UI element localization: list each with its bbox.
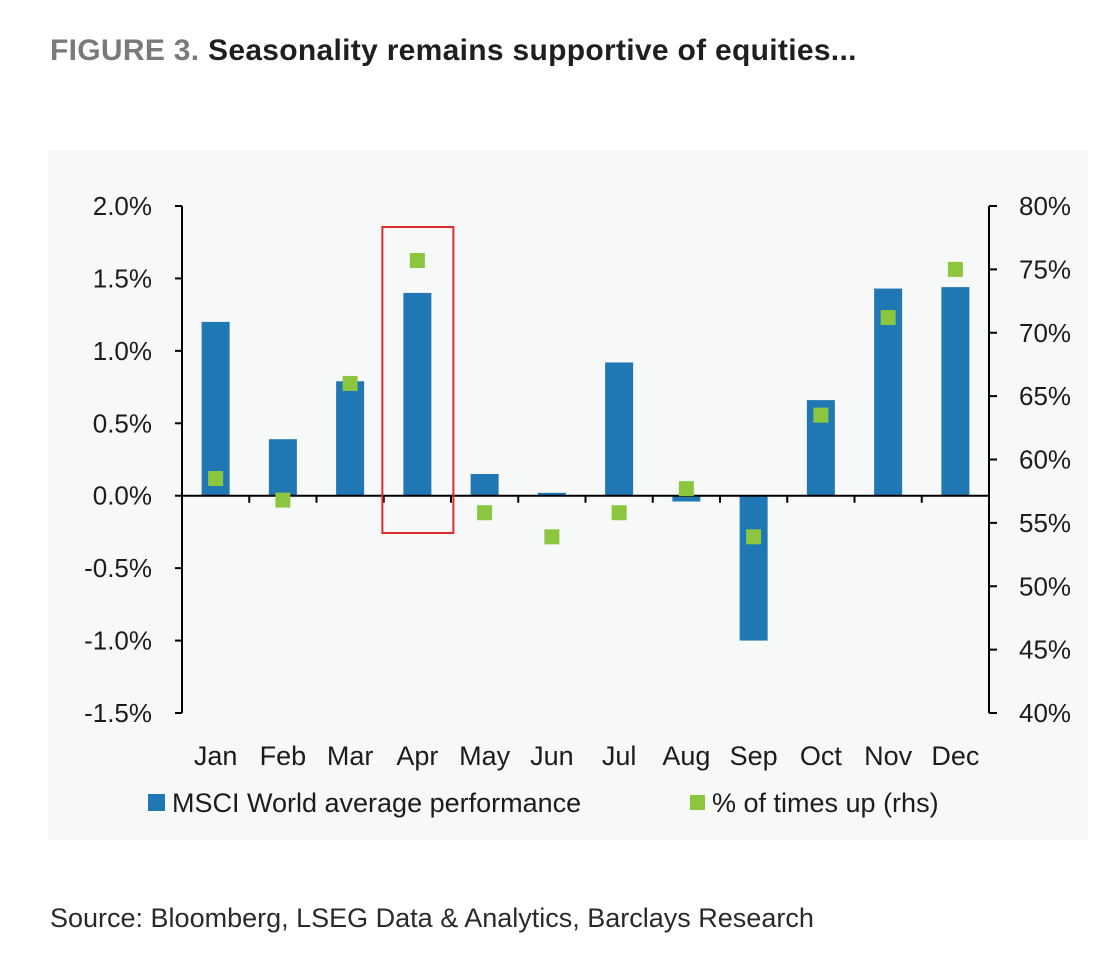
legend-swatch-marker [690, 795, 705, 810]
category-label: Mar [327, 741, 374, 771]
marker-jan [208, 471, 224, 487]
bar-aug [672, 495, 701, 502]
legend-label-bar: MSCI World average performance [172, 788, 581, 818]
marker-aug [678, 481, 694, 497]
marker-jun [544, 529, 560, 545]
figure-label: FIGURE 3. [50, 34, 200, 67]
legend-swatch-bar [148, 794, 165, 811]
right-tick-label: 70% [1019, 318, 1071, 348]
left-tick-label: -1.0% [84, 626, 152, 656]
right-tick-label: 55% [1019, 508, 1071, 538]
marker-may [477, 505, 493, 521]
marker-jul [611, 505, 627, 521]
category-label: Oct [800, 741, 843, 771]
marker-apr [409, 253, 425, 269]
left-tick-label: -0.5% [84, 553, 152, 583]
right-tick-label: 65% [1019, 381, 1071, 411]
bar-sep [739, 495, 768, 641]
highlight-box-apr [381, 226, 455, 534]
category-label: Nov [864, 741, 913, 771]
category-label: Jan [194, 741, 238, 771]
bar-dec [941, 287, 970, 496]
marker-dec [947, 261, 963, 277]
left-tick-label: -1.5% [84, 698, 152, 728]
chart-svg: 2.0% 1.5% 1.0% 0.5% 0.0% -0.5% -1.0% -1.5% 80% 75… [84, 191, 1071, 818]
chart-title: FIGURE 3. Seasonality remains supportive… [50, 34, 857, 68]
category-label: Sep [730, 741, 778, 771]
chart-area: 2.0% 1.5% 1.0% 0.5% 0.0% -0.5% -1.0% -1.5% 80% 75… [48, 150, 1088, 840]
right-tick-label: 60% [1019, 445, 1071, 475]
bar-jun [537, 492, 566, 496]
right-tick-label: 50% [1019, 571, 1071, 601]
source-note: Source: Bloomberg, LSEG Data & Analytics… [50, 903, 814, 933]
left-tick-label: 1.5% [93, 263, 152, 293]
category-label: Jun [530, 741, 574, 771]
bar-feb [268, 439, 297, 496]
category-label: Feb [260, 741, 307, 771]
marker-mar [342, 375, 358, 391]
title-text: Seasonality remains supportive of equiti… [208, 34, 857, 67]
bar-mar [336, 381, 365, 496]
left-tick-label: 0.5% [93, 408, 152, 438]
category-label: Aug [662, 741, 710, 771]
bar-jul [605, 362, 634, 496]
category-label: Jul [602, 741, 637, 771]
right-tick-label: 75% [1019, 254, 1071, 284]
left-tick-label: 0.0% [93, 481, 152, 511]
legend: MSCI World average performance % of times… [148, 788, 939, 818]
marker-nov [880, 310, 896, 326]
bar-may [470, 473, 499, 496]
category-label: May [459, 741, 511, 771]
right-tick-label: 80% [1019, 191, 1071, 221]
marker-feb [275, 492, 291, 508]
left-tick-label: 1.0% [93, 336, 152, 366]
right-tick-label: 45% [1019, 635, 1071, 665]
marker-oct [813, 407, 829, 423]
bar-apr [403, 292, 432, 496]
category-label: Apr [396, 741, 438, 771]
marker-sep [746, 529, 762, 545]
right-tick-label: 40% [1019, 698, 1071, 728]
left-tick-label: 2.0% [93, 191, 152, 221]
category-label: Dec [931, 741, 979, 771]
bar-jan [201, 321, 230, 496]
legend-label-marker: % of times up (rhs) [712, 788, 939, 818]
